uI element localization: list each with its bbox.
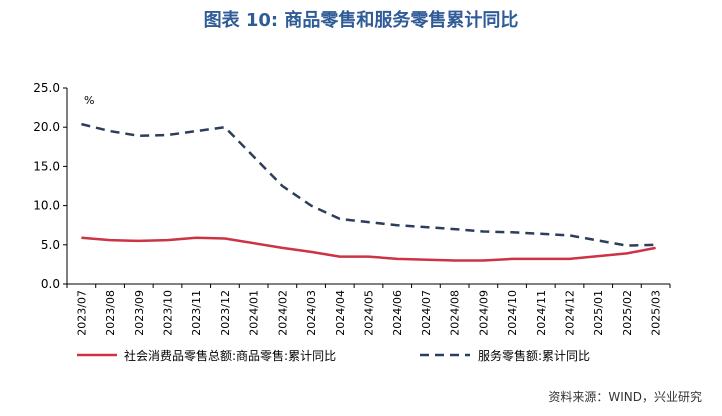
y-axis-unit-label: % [84,94,94,107]
x-tick-label: 2024/08 [449,290,462,336]
x-tick-label: 2024/01 [248,290,261,336]
x-tick-label: 2023/08 [104,290,117,336]
x-tick-label: 2025/01 [592,290,605,336]
x-tick-label: 2023/09 [133,290,146,336]
x-tick-label: 2024/04 [334,290,347,336]
y-tick-label: 10.0 [33,199,60,213]
x-tick-label: 2023/10 [162,290,175,336]
legend-label: 服务零售额:累计同比 [478,348,590,363]
x-tick-label: 2024/05 [363,290,376,336]
x-tick-label: 2023/11 [190,290,203,336]
x-tick-label: 2024/12 [564,290,577,336]
x-tick-label: 2024/06 [391,290,404,336]
x-tick-label: 2024/02 [276,290,289,336]
x-tick-label: 2024/07 [420,290,433,336]
x-tick-label: 2023/12 [219,290,232,336]
x-tick-label: 2025/02 [621,290,634,336]
source-note: 资料来源：WIND，兴业研究 [548,390,702,404]
x-tick-label: 2023/07 [75,290,88,336]
axes: 0.0 5.0 10.0 15.0 20.0 25.0% 2023/07 2023/08 202… [33,81,671,336]
x-tick-label: 2025/03 [650,290,663,336]
series-line-goods-retail [81,236,656,262]
x-tick-label: 2024/03 [305,290,318,336]
series-lines [81,122,656,262]
legend: 社会消费品零售总额:商品零售:累计同比 服务零售额:累计同比 [77,348,590,363]
y-tick-label: 20.0 [33,120,60,134]
x-tick-label: 2024/11 [535,290,548,336]
y-tick-label: 25.0 [33,81,60,95]
y-tick-label: 5.0 [41,238,60,252]
y-tick-label: 15.0 [33,159,60,173]
chart-title: 图表 10: 商品零售和服务零售累计同比 [203,10,519,31]
legend-label: 社会消费品零售总额:商品零售:累计同比 [124,348,336,363]
y-tick-label: 0.0 [41,277,60,291]
x-tick-label: 2024/10 [506,290,519,336]
series-line-service-retail [81,122,656,247]
x-tick-label: 2024/09 [477,290,490,336]
